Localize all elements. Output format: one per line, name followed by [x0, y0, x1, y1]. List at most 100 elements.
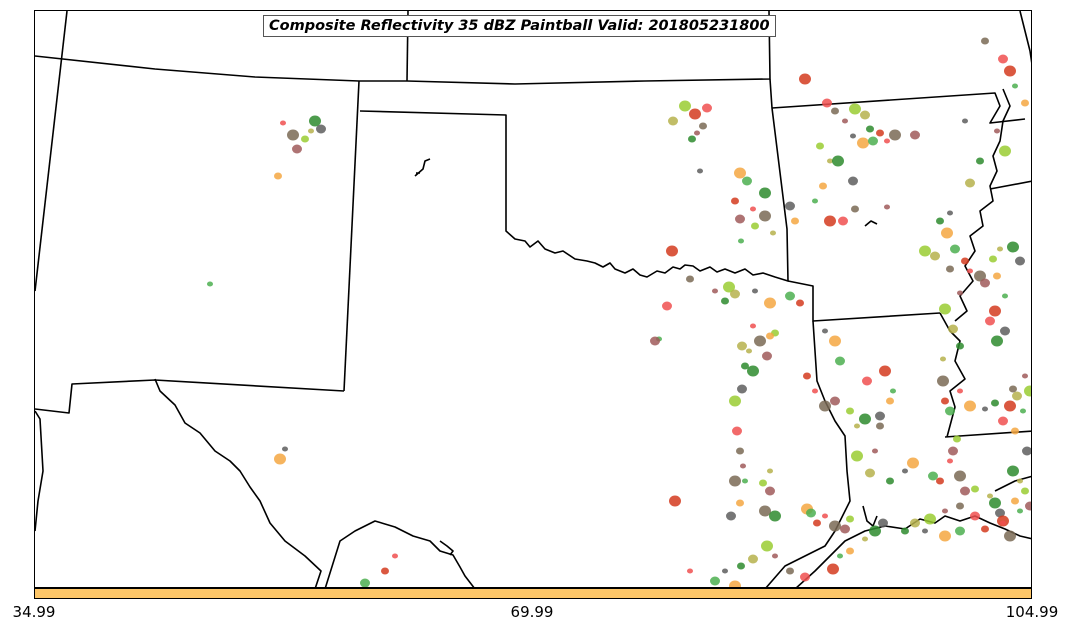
reflectivity-blob [679, 100, 691, 112]
reflectivity-blob [948, 446, 958, 456]
reflectivity-blob [806, 508, 816, 518]
reflectivity-blob [987, 493, 993, 499]
reflectivity-blob [732, 426, 742, 436]
reflectivity-blob [274, 172, 282, 180]
reflectivity-blob [721, 297, 729, 305]
reflectivity-blob [974, 270, 986, 282]
reflectivity-blob [998, 54, 1008, 64]
reflectivity-blob [799, 73, 811, 85]
reflectivity-blob [737, 562, 745, 570]
border-ok-ar [771, 92, 1026, 322]
reflectivity-blob [942, 508, 948, 514]
reflectivity-blob [662, 301, 672, 311]
reflectivity-blob [1000, 326, 1010, 336]
reflectivity-blob [957, 290, 963, 296]
reflectivity-blob [392, 553, 398, 559]
reflectivity-blob [729, 475, 741, 487]
reflectivity-blob [879, 365, 891, 377]
bay-detail [439, 220, 878, 556]
reflectivity-blob [731, 197, 739, 205]
reflectivity-blob [854, 423, 860, 429]
reflectivity-blob [736, 499, 744, 507]
reflectivity-blob [846, 547, 854, 555]
reflectivity-blob [309, 115, 321, 127]
reflectivity-blob [819, 400, 831, 412]
reflectivity-blob [1015, 256, 1025, 266]
reflectivity-blob [999, 145, 1011, 157]
reflectivity-blob [849, 103, 861, 115]
reflectivity-blob [287, 129, 299, 141]
reflectivity-blob [901, 527, 909, 535]
reflectivity-blob [800, 572, 810, 582]
reflectivity-blob [734, 167, 746, 179]
reflectivity-blob [997, 246, 1003, 252]
reflectivity-blob [936, 217, 944, 225]
reflectivity-blob [945, 406, 955, 416]
reflectivity-blob [956, 342, 964, 350]
reflectivity-blob [1004, 400, 1016, 412]
reflectivity-blob [1022, 446, 1031, 456]
reflectivity-blob [722, 568, 728, 574]
reflectivity-blob [767, 468, 773, 474]
reflectivity-blob [948, 324, 958, 334]
reflectivity-blob [1017, 508, 1023, 514]
reflectivity-blob [985, 316, 995, 326]
reflectivity-blob [953, 435, 961, 443]
border-ms-river [954, 88, 1011, 322]
reflectivity-blob [960, 486, 970, 496]
reflectivity-blob [955, 526, 965, 536]
reflectivity-blob [827, 563, 839, 575]
border-nm-tx-left [35, 410, 44, 532]
reflectivity-blob [876, 422, 884, 430]
reflectivity-blob [1009, 385, 1017, 393]
reflectivity-blob [822, 513, 828, 519]
reflectivity-blob [812, 388, 818, 394]
reflectivity-blob [785, 201, 795, 211]
reflectivity-blob [848, 176, 858, 186]
reflectivity-blob [829, 335, 841, 347]
reflectivity-blob [829, 520, 841, 532]
reflectivity-blob [1025, 501, 1031, 511]
reflectivity-blob [750, 206, 756, 212]
reflectivity-blob [919, 245, 931, 257]
reflectivity-blob [939, 303, 951, 315]
map-canvas [35, 11, 1031, 587]
reflectivity-blob [878, 518, 888, 528]
reflectivity-blob [950, 244, 960, 254]
reflectivity-blob [886, 477, 894, 485]
reflectivity-blob [982, 406, 988, 412]
reflectivity-blob [868, 136, 878, 146]
reflectivity-blob [1021, 487, 1029, 495]
reflectivity-blob [769, 510, 781, 522]
reflectivity-blob [980, 278, 990, 288]
reflectivity-blob [827, 158, 833, 164]
reflectivity-blob [924, 513, 936, 525]
reflectivity-blob [837, 553, 843, 559]
reflectivity-blob [207, 281, 213, 287]
reflectivity-blob [1011, 427, 1019, 435]
reflectivity-blob [764, 297, 776, 309]
reflectivity-blob [741, 362, 749, 370]
reflectivity-blob [699, 122, 707, 130]
reflectivity-blob [857, 137, 869, 149]
colorbar-tick-mid: 69.99 [510, 603, 554, 621]
reflectivity-blob [360, 578, 370, 587]
reflectivity-blob [842, 118, 848, 124]
reflectivity-blob [669, 495, 681, 507]
colorbar-tick-min: 34.99 [12, 603, 56, 621]
reflectivity-blob [750, 323, 756, 329]
reflectivity-blob [939, 530, 951, 542]
reflectivity-blob [989, 255, 997, 263]
reflectivity-blob [989, 497, 1001, 509]
reflectivity-blob [1004, 530, 1016, 542]
reflectivity-blob [694, 130, 700, 136]
reflectivity-blob [964, 400, 976, 412]
reflectivity-blob [650, 336, 660, 346]
reflectivity-blob [822, 98, 832, 108]
state-borders [35, 11, 1031, 587]
reflectivity-blob [762, 351, 772, 361]
reflectivity-blob [941, 227, 953, 239]
reflectivity-blob [947, 210, 953, 216]
border-co-ut-north [35, 11, 68, 292]
reflectivity-blob [838, 216, 848, 226]
